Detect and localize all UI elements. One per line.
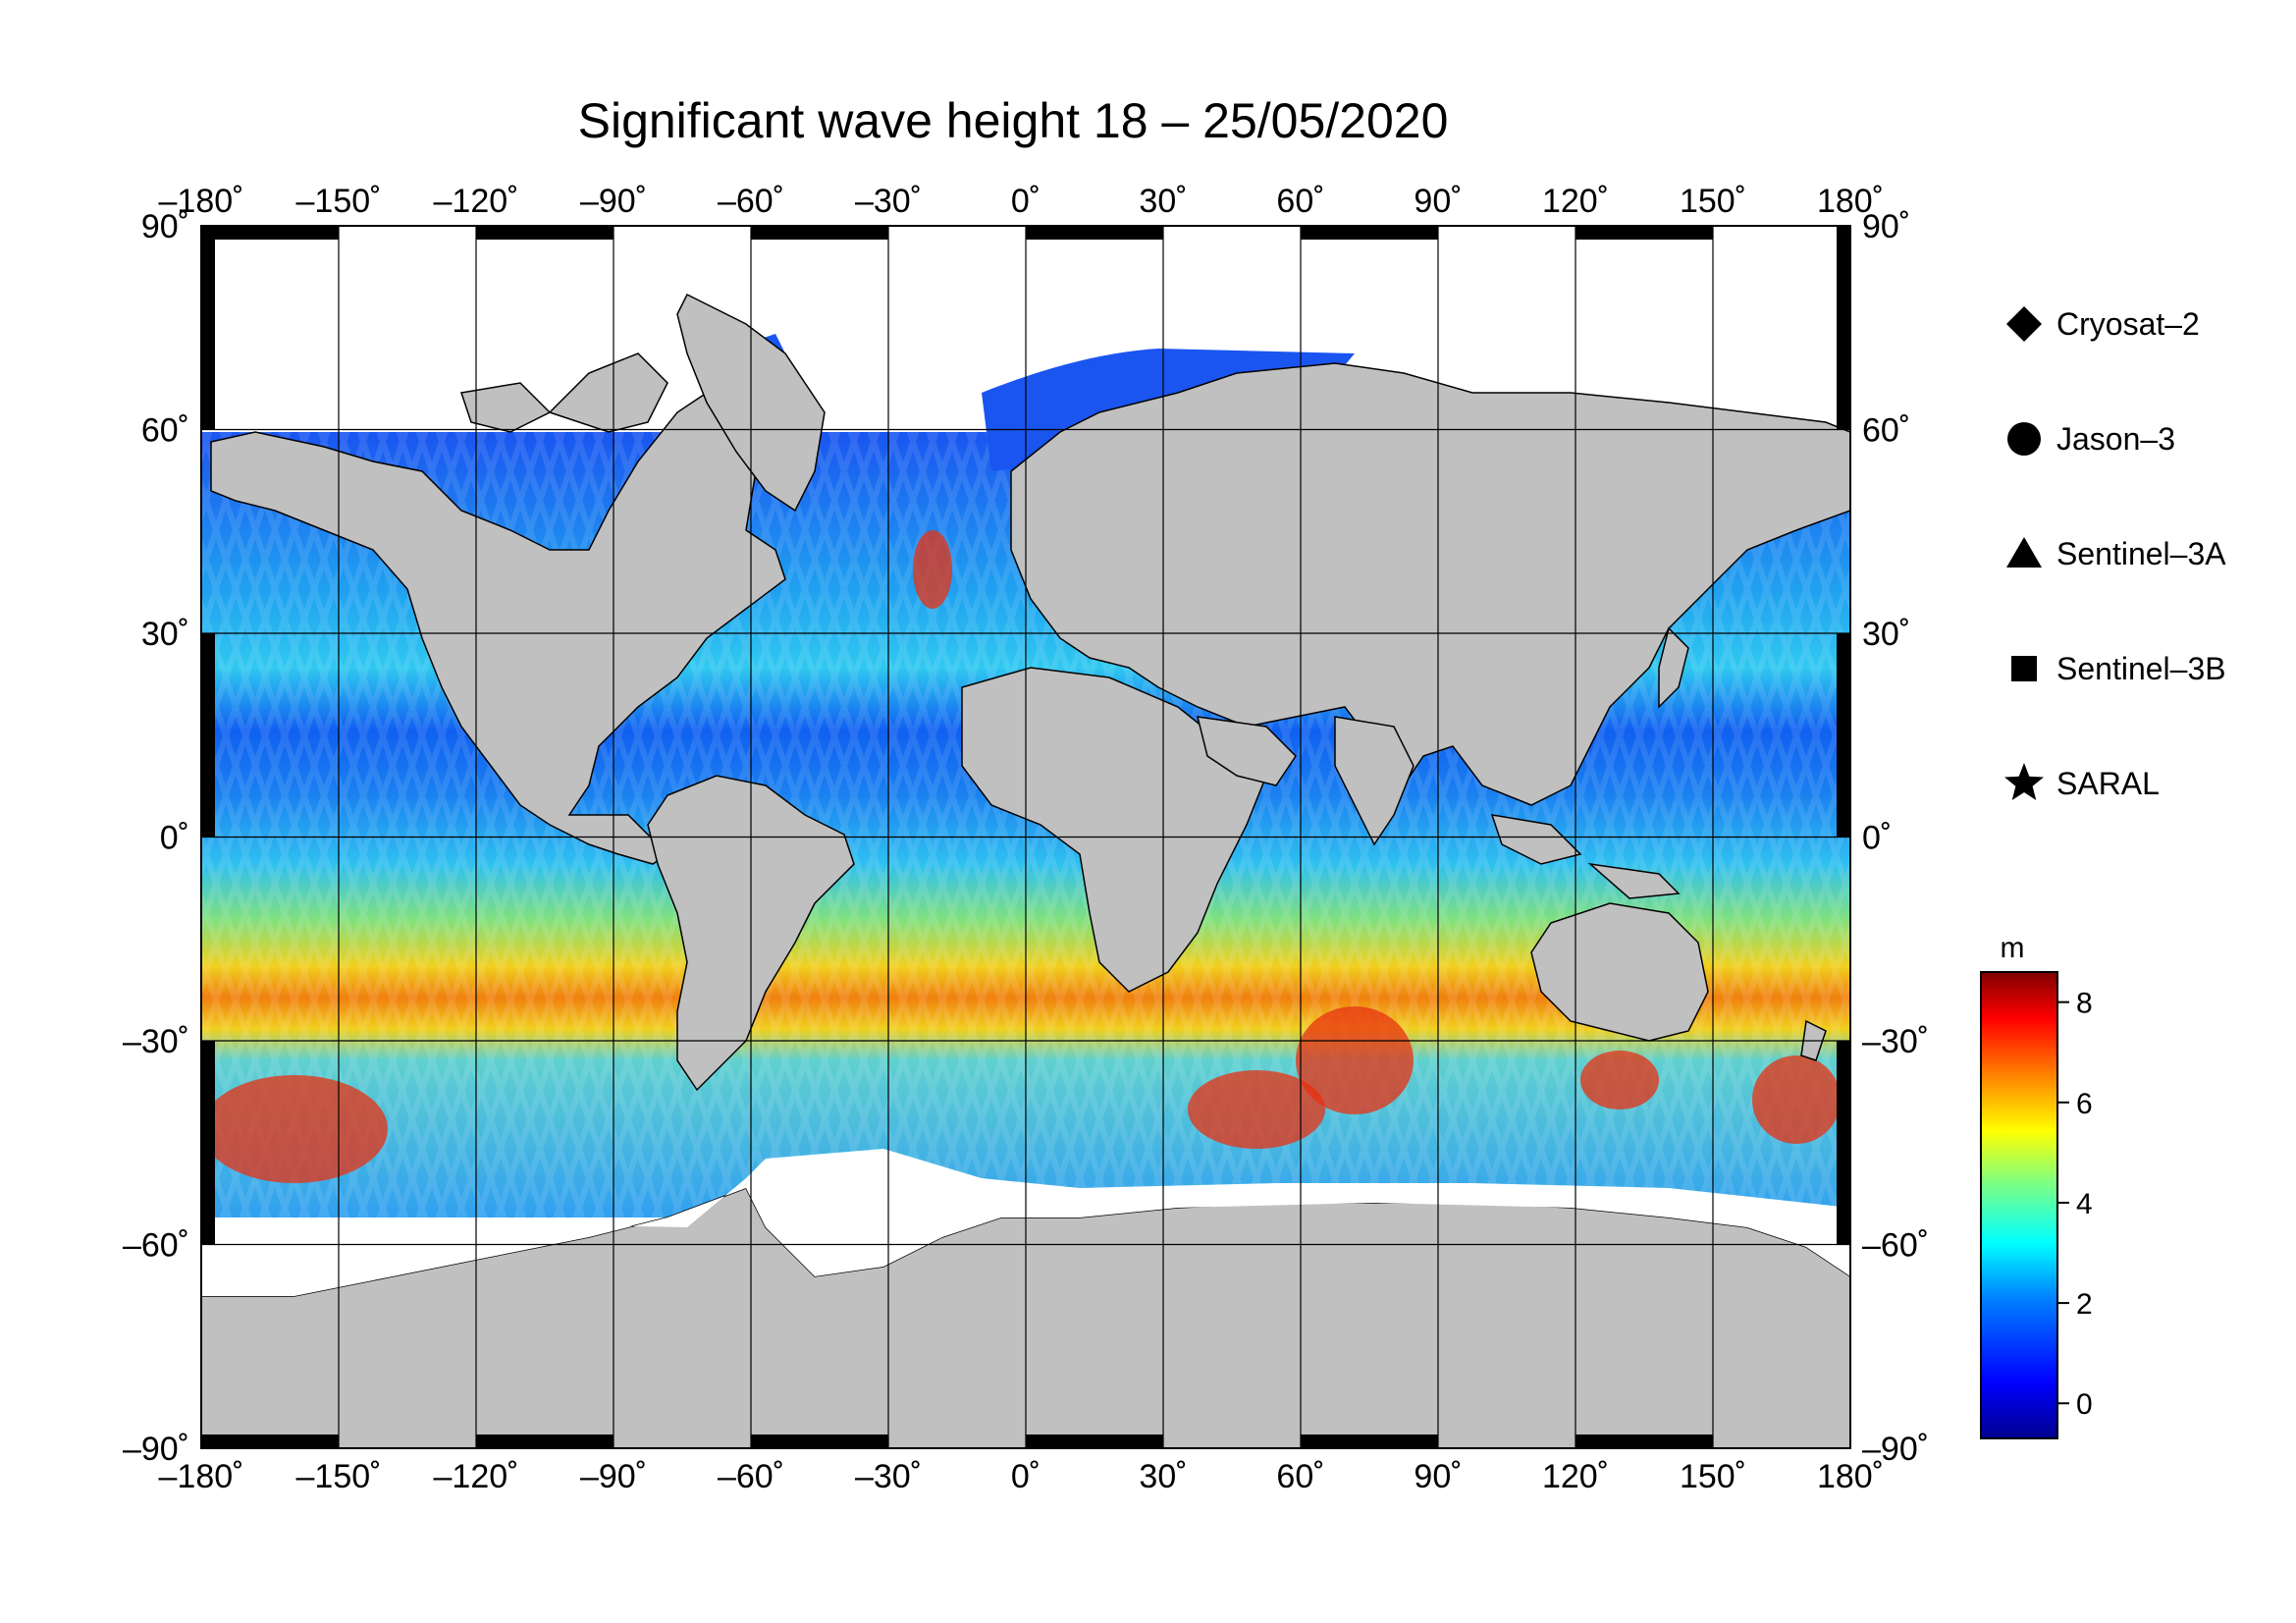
colorbar-tick-label: 8 [2076,988,2093,1020]
frame-bar-bottom [1301,1434,1438,1448]
colorbar-ticks: 0 2 4 6 8 [2057,988,2093,1421]
diamond-icon [2006,306,2042,342]
frame-bar-bottom [1026,1434,1163,1448]
frame-bar-top [201,226,339,240]
lon-tick-label-top: –150˚ [296,183,382,220]
lat-tick-label-right: 90˚ [1862,208,1910,245]
lon-tick-label-bottom: 90˚ [1414,1458,1462,1495]
frame-bar-bottom [1575,1434,1713,1448]
lat-tick-label-right: 60˚ [1862,412,1910,450]
map-area [201,226,1850,1448]
lon-tick-label-bottom: –120˚ [434,1458,519,1495]
frame-bar-left [201,633,215,838]
lat-tick-label-left: –60˚ [123,1227,189,1265]
lon-tick-label-top: –120˚ [434,183,519,220]
frame-bar-top [1575,226,1713,240]
frame-bar-top [1026,226,1163,240]
lat-tick-label-left: 60˚ [141,412,189,450]
square-icon [2011,656,2037,681]
colorbar-tick-label: 6 [2076,1088,2093,1120]
lat-tick-label-left: –30˚ [123,1023,189,1060]
graticule [201,226,1850,1448]
lon-tick-label-top: 150˚ [1680,183,1746,220]
lon-tick-label-bottom: –30˚ [855,1458,922,1495]
colorbar-unit: m [2001,932,2025,964]
lon-tick-label-bottom: 30˚ [1139,1458,1187,1495]
frame-bar-right [1837,633,1850,838]
lat-tick-label-left: 0˚ [160,820,189,857]
lon-tick-label-bottom: 150˚ [1680,1458,1746,1495]
frame-bar-top [476,226,614,240]
legend-label: Cryosat–2 [2056,306,2200,342]
lon-tick-label-top: –60˚ [718,183,784,220]
frame-scale-bars [201,226,1850,1448]
star-icon [2004,763,2044,800]
lat-tick-label-right: 0˚ [1862,820,1892,857]
lon-tick-label-top: –30˚ [855,183,922,220]
lat-tick-label-right: –30˚ [1862,1023,1929,1060]
legend-item-diamond: Cryosat–2 [2006,306,2200,342]
lon-tick-label-top: –180˚ [159,183,244,220]
legend-item-triangle: Sentinel–3A [2006,536,2226,571]
lat-tick-label-left: 90˚ [141,208,189,245]
lat-tick-label-right: 30˚ [1862,616,1910,653]
frame-bar-bottom [476,1434,614,1448]
lon-tick-label-top: 60˚ [1276,183,1324,220]
lon-tick-label-bottom: –60˚ [718,1458,784,1495]
lon-tick-label-bottom: 120˚ [1542,1458,1609,1495]
frame-bar-left [201,1041,215,1245]
axis-tick-labels: –180˚ –180˚ –150˚ –150˚ –120˚ –120˚ –90˚ –90˚ –6… [123,183,1929,1495]
lon-tick-label-top: –90˚ [580,183,647,220]
legend-label: Sentinel–3A [2056,536,2226,571]
lon-tick-label-top: 90˚ [1414,183,1462,220]
lon-tick-label-top: 180˚ [1817,183,1884,220]
legend-item-star: SARAL [2004,763,2160,801]
colorbar: m 0 2 4 6 8 [1980,932,2093,1439]
frame-bar-left [201,226,215,430]
frame-bar-top [1301,226,1438,240]
colorbar-gradient [1980,971,2058,1439]
lon-tick-label-bottom: 60˚ [1276,1458,1324,1495]
colorbar-tick-label: 2 [2076,1288,2093,1321]
lat-tick-label-left: 30˚ [141,616,189,653]
legend-item-square: Sentinel–3B [2011,651,2226,686]
lon-tick-label-top: 120˚ [1542,183,1609,220]
colorbar-tick-label: 0 [2076,1388,2093,1421]
lat-tick-label-right: –60˚ [1862,1227,1929,1265]
frame-bar-bottom [751,1434,888,1448]
frame-bar-bottom [201,1434,339,1448]
lon-tick-label-bottom: –180˚ [159,1458,244,1495]
triangle-icon [2006,537,2042,568]
frame-bar-right [1837,1041,1850,1245]
high-wave-areas [201,530,1841,1183]
lat-tick-label-left: –90˚ [123,1431,189,1468]
legend-label: Sentinel–3B [2056,651,2226,686]
lon-tick-label-bottom: 0˚ [1011,1458,1041,1495]
lon-tick-label-top: 0˚ [1011,183,1041,220]
lon-tick-label-bottom: –90˚ [580,1458,647,1495]
lat-tick-label-right: –90˚ [1862,1431,1929,1468]
legend-item-circle: Jason–3 [2007,421,2175,457]
frame-bar-top [751,226,888,240]
lon-tick-label-bottom: 180˚ [1817,1458,1884,1495]
legend-label: Jason–3 [2056,421,2175,457]
map-title: Significant wave height 18 – 25/05/2020 [578,93,1449,148]
lon-tick-label-bottom: –150˚ [296,1458,382,1495]
lon-tick-label-top: 30˚ [1139,183,1187,220]
frame-bar-right [1837,226,1850,430]
satellite-legend: Cryosat–2 Jason–3 Sentinel–3A Sentinel–3B SA… [2004,306,2226,801]
circle-icon [2007,422,2041,456]
legend-label: SARAL [2056,766,2160,801]
colorbar-tick-label: 4 [2076,1188,2093,1220]
